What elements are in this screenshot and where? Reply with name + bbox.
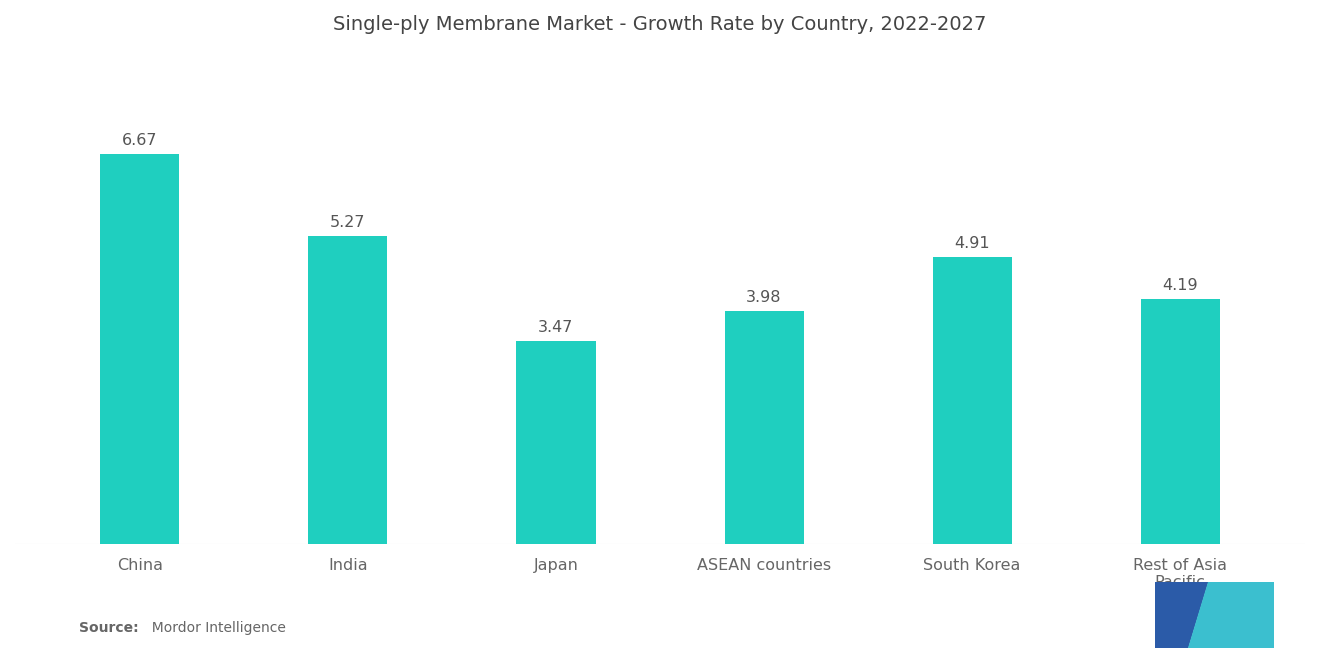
Bar [516,341,595,544]
Bar [309,236,388,544]
Text: 5.27: 5.27 [330,215,366,230]
Text: 6.67: 6.67 [121,133,157,148]
Polygon shape [1188,582,1220,648]
Bar [1140,299,1220,544]
Bar [932,257,1011,544]
Text: Source:: Source: [79,621,139,635]
Polygon shape [1155,582,1179,648]
Bar [100,154,180,544]
Polygon shape [1220,582,1243,648]
Polygon shape [1243,582,1274,648]
Text: 4.19: 4.19 [1163,278,1199,293]
Text: Mordor Intelligence: Mordor Intelligence [143,621,285,635]
Bar [725,311,804,544]
Title: Single-ply Membrane Market - Growth Rate by Country, 2022-2027: Single-ply Membrane Market - Growth Rate… [334,15,986,34]
Text: 3.47: 3.47 [539,321,574,335]
Text: 4.91: 4.91 [954,236,990,251]
Polygon shape [1179,582,1209,648]
Text: 3.98: 3.98 [746,291,781,305]
